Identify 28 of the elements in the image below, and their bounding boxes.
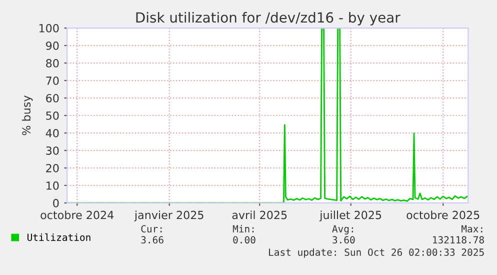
text: 3.66: [141, 236, 164, 244]
x-tick-label: octobre 2024: [40, 210, 114, 220]
y-tick-label: 0: [53, 198, 59, 208]
text: Min:: [232, 224, 254, 232]
y-tick-label: 90: [46, 42, 59, 50]
text: Avg:: [332, 225, 354, 234]
chart-title: Disk utilization for /dev/zd16 - by year: [136, 12, 400, 26]
text: Last update: Sun Oct 26 02:00:33 2025: [269, 248, 484, 258]
legend-label: Utilization: [27, 233, 90, 241]
y-tick-label: 60: [46, 94, 59, 102]
y-axis-title: % busy: [22, 96, 33, 136]
x-tick-label: janvier 2025: [134, 210, 204, 222]
y-tick-label: 40: [46, 128, 59, 138]
text: 0.00: [233, 236, 256, 244]
text: 3.60: [332, 236, 355, 244]
y-tick-label: 70: [46, 76, 59, 85]
text: 132118.78: [433, 236, 484, 244]
x-tick-label: juillet 2025: [319, 210, 382, 222]
y-tick-label: 30: [46, 146, 59, 155]
y-tick-label: 80: [46, 59, 59, 68]
x-tick-label: avril 2025: [232, 210, 287, 220]
text: Max:: [462, 225, 482, 233]
y-tick-label: 10: [46, 181, 59, 190]
y-tick-label: 50: [46, 111, 59, 120]
x-tick-label: octobre 2025: [406, 210, 480, 220]
y-tick-label: 20: [46, 164, 59, 172]
text: Cur:: [141, 225, 162, 233]
y-tick-label: 100: [39, 24, 59, 32]
